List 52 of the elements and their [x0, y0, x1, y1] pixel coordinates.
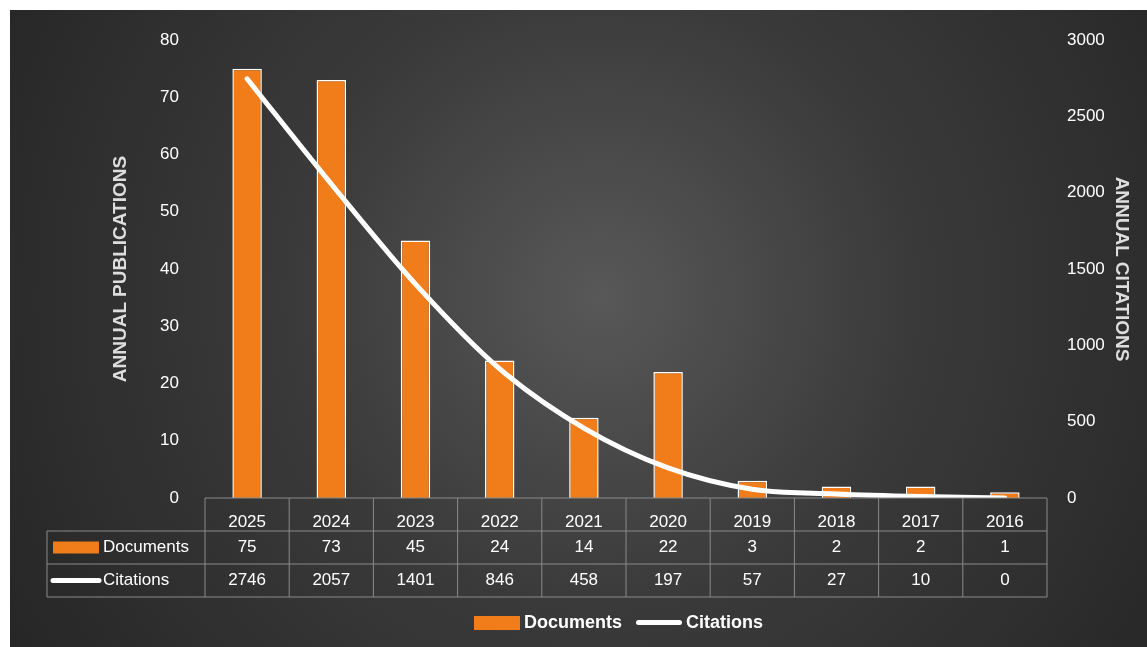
data-label: 2057 [312, 570, 351, 590]
x-tick-label: 2022 [480, 511, 519, 531]
y-tick-label: 0 [169, 487, 179, 507]
data-label: 2 [831, 537, 842, 557]
y-axis-title: ANNUAL PUBLICATIONS [108, 155, 130, 383]
y2-axis-title: ANNUAL CITATIONS [1112, 176, 1134, 362]
data-label: 22 [658, 537, 678, 557]
data-label: 2 [915, 537, 926, 557]
x-tick-label: 2021 [564, 511, 603, 531]
data-label: 14 [574, 537, 594, 557]
x-tick-label: 2023 [396, 511, 435, 531]
data-label: 24 [490, 537, 510, 557]
x-tick-label: 2019 [733, 511, 772, 531]
y2-tick-label: 1500 [1067, 258, 1105, 278]
data-label: 75 [237, 537, 257, 557]
legend-label: Documents [103, 537, 189, 557]
x-tick-label: 2016 [985, 511, 1024, 531]
data-label: 197 [653, 570, 683, 590]
data-label: 458 [569, 570, 599, 590]
x-tick-label: 2017 [901, 511, 940, 531]
y-tick-label: 60 [160, 144, 179, 164]
y2-tick-label: 1000 [1067, 335, 1105, 355]
data-label: 0 [1000, 570, 1010, 590]
y-tick-label: 70 [160, 86, 179, 106]
x-tick-label: 2024 [312, 511, 351, 531]
data-label: 27 [827, 570, 846, 590]
text: Citations [686, 612, 764, 632]
data-label: 2746 [228, 570, 267, 590]
data-label: 1401 [396, 570, 435, 590]
y2-tick-label: 2000 [1067, 182, 1105, 202]
x-tick-label: 2020 [649, 511, 688, 531]
data-label: 45 [406, 537, 425, 557]
x-tick-label: 2018 [817, 511, 856, 531]
data-label: 57 [742, 570, 762, 590]
y-tick-label: 80 [160, 29, 179, 49]
y-tick-label: 10 [160, 430, 179, 450]
y-tick-label: 20 [160, 373, 179, 393]
y2-tick-label: 0 [1067, 487, 1077, 507]
data-label: 3 [747, 537, 758, 557]
data-label: 73 [321, 537, 341, 557]
y-tick-label: 40 [160, 258, 179, 278]
y-tick-label: 30 [160, 315, 179, 335]
y2-tick-label: 3000 [1067, 29, 1105, 49]
data-label: 1 [1000, 537, 1010, 557]
text: Documents [523, 612, 622, 632]
legend-label: Citations [103, 570, 170, 590]
y-tick-label: 50 [160, 201, 179, 221]
y2-tick-label: 500 [1067, 411, 1096, 431]
x-tick-label: 2025 [228, 511, 267, 531]
y2-tick-label: 2500 [1067, 106, 1105, 126]
data-label: 846 [485, 570, 514, 590]
data-label: 10 [911, 570, 931, 590]
